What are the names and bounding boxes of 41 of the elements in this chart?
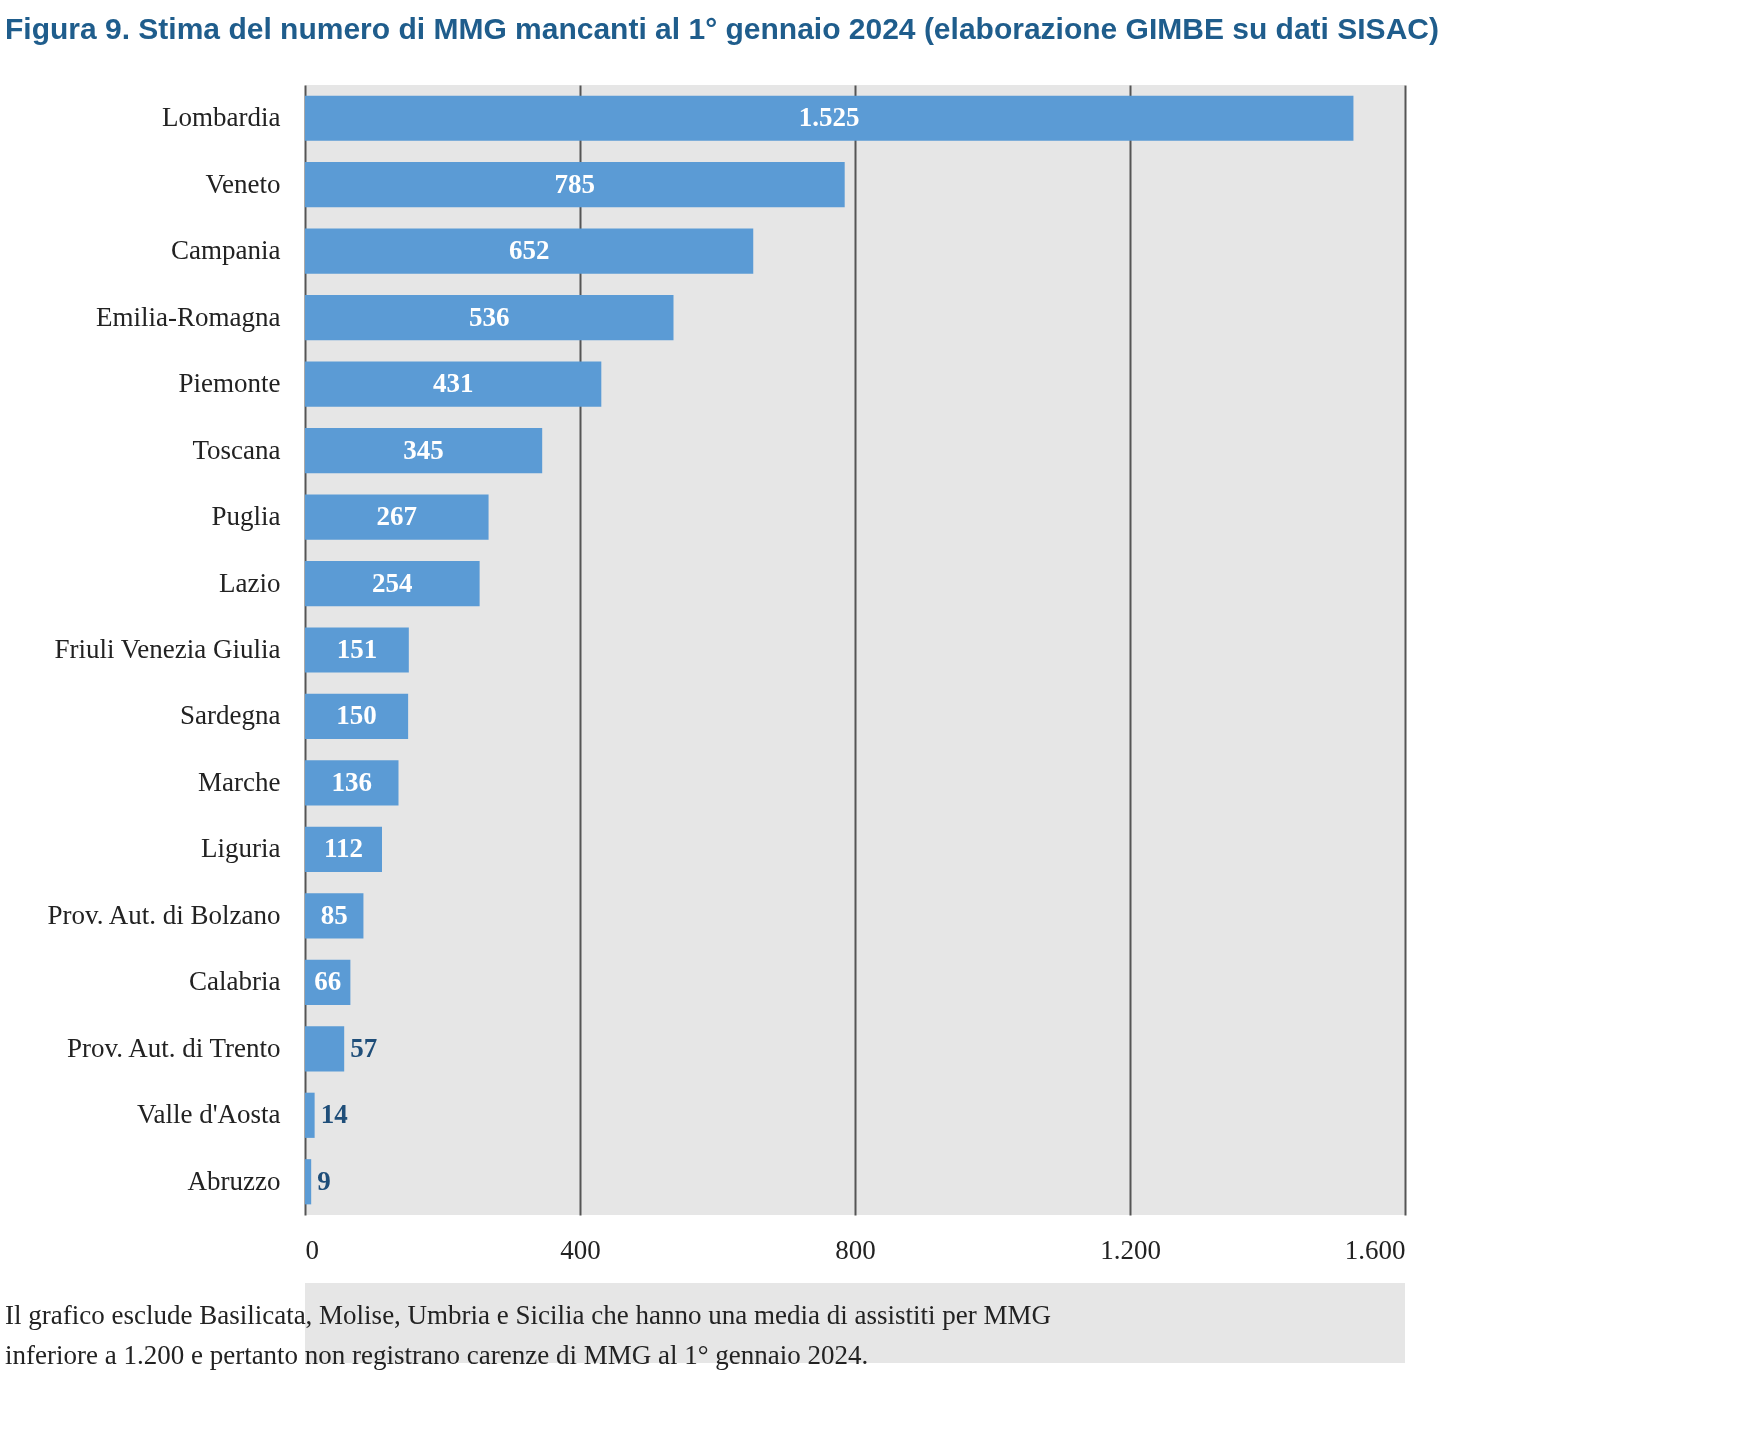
data-label: 652 [508, 235, 550, 266]
data-label: 57 [350, 1032, 378, 1063]
data-label: 254 [372, 567, 413, 598]
data-label: 1.525 [798, 102, 860, 133]
x-tick-label: 1.200 [1100, 1234, 1161, 1265]
y-tick-label: Prov. Aut. di Trento [66, 1032, 281, 1063]
y-tick-label: Prov. Aut. di Bolzano [47, 899, 281, 930]
y-tick-label: Sardegna [180, 700, 281, 731]
data-label: 151 [336, 634, 378, 664]
y-tick-label: Puglia [211, 501, 281, 532]
y-tick-label: Lazio [219, 567, 281, 598]
x-tick-label: 0 [305, 1234, 319, 1265]
data-label: 785 [554, 168, 596, 199]
data-label: 345 [403, 434, 444, 465]
data-label: 9 [317, 1165, 331, 1196]
y-tick-label: Toscana [192, 434, 281, 465]
data-label: 85 [320, 899, 348, 930]
data-label: 267 [376, 501, 418, 532]
data-label: 536 [469, 301, 510, 332]
y-tick-label: Lombardia [162, 102, 281, 133]
data-label: 14 [320, 1099, 348, 1130]
data-label: 150 [336, 700, 377, 731]
y-tick-label: Friuli Venezia Giulia [54, 634, 281, 664]
y-tick-label: Calabria [189, 966, 281, 997]
x-tick-label: 800 [835, 1234, 876, 1265]
data-label: 112 [323, 833, 364, 864]
y-tick-label: Abruzzo [187, 1165, 281, 1196]
y-tick-label: Veneto [205, 168, 281, 199]
data-label: 66 [314, 966, 342, 997]
y-tick-label: Emilia-Romagna [96, 301, 281, 332]
y-tick-label: Valle d'Aosta [136, 1099, 281, 1130]
chart-title: Figura 9. Stima del numero di MMG mancanti al 1° gennaio 2024 (elaborazione GIMBE su dati SISAC) [5, 12, 1439, 45]
data-label: 431 [432, 368, 474, 399]
y-tick-label: Marche [198, 766, 281, 797]
x-tick-label: 1.600 [1344, 1234, 1406, 1265]
text: Il grafico esclude Basilicata, Molise, Umbria e Sicilia che hanno una media di assistiti per MMG inferiore a 1.200 e pertanto non registrano carenze di MMG al 1° gennaio 2024. [5, 1300, 1051, 1370]
y-tick-label: Campania [171, 235, 281, 266]
y-tick-label: Liguria [201, 833, 281, 864]
x-tick-label: 400 [560, 1234, 601, 1265]
data-label: 136 [331, 766, 372, 797]
y-tick-label: Piemonte [178, 368, 281, 399]
